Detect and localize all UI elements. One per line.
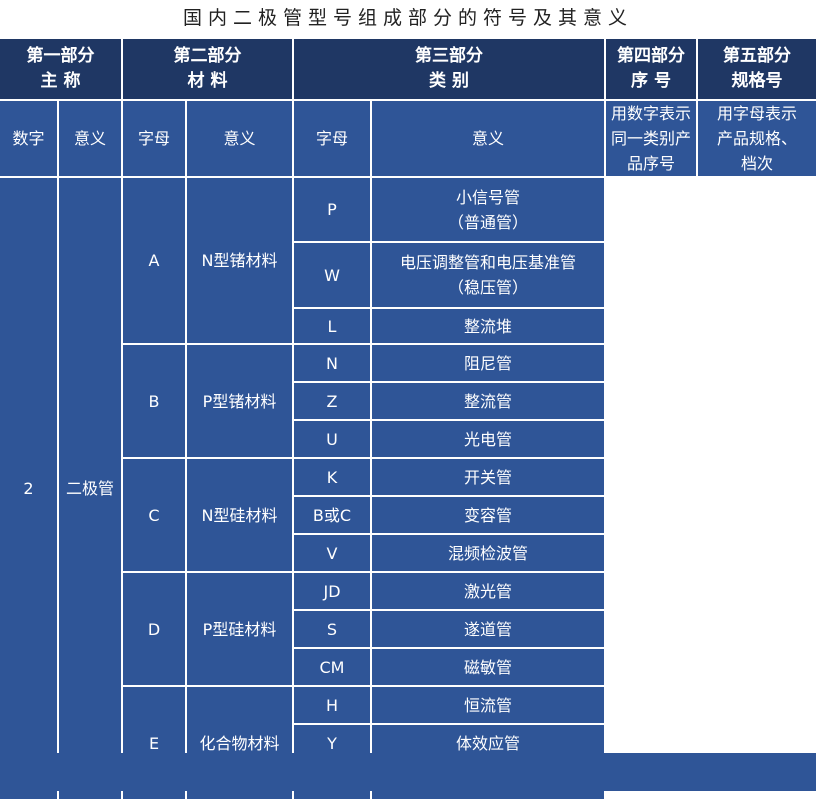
table-row: V 混频检波管 <box>0 533 816 573</box>
material-letter: C <box>121 457 187 573</box>
header-part3: 第三部分类 别 <box>292 37 606 101</box>
table-row: C N型硅材料 K 开关管 <box>0 457 816 573</box>
type-letter: JD <box>292 571 372 611</box>
material-letter: B <box>121 343 187 459</box>
part4-meaning: 用数字表示 同一类别产 品序号 <box>604 99 698 178</box>
type-meaning: 磁敏管 <box>370 647 606 687</box>
material-meaning: N型硅材料 <box>185 457 294 573</box>
type-meaning: 整流堆 <box>370 307 606 345</box>
part1-digit: 2 <box>0 176 59 801</box>
type-meaning: 遂道管 <box>370 609 606 649</box>
header-part1: 第一部分主 称 <box>0 37 123 101</box>
subheader-meaning: 意义 <box>185 99 294 178</box>
diode-model-table: 第一部分主 称 第二部分材 料 第三部分类 别 第四部分序 号 第五部分 规格号 … <box>0 37 816 801</box>
material-meaning: P型锗材料 <box>185 343 294 459</box>
subheader-letter: 字母 <box>121 99 187 178</box>
type-letter: CM <box>292 647 372 687</box>
type-letter: Z <box>292 381 372 421</box>
type-meaning: 混频检波管 <box>370 533 606 573</box>
subheader-letter: 字母 <box>292 99 372 178</box>
type-letter: H <box>292 685 372 725</box>
subheader-meaning: 意义 <box>370 99 606 178</box>
table-row: B或C 变容管 <box>0 495 816 535</box>
type-meaning: 变容管 <box>370 495 606 535</box>
table-row: CM 磁敏管 <box>0 647 816 687</box>
subheader-meaning: 意义 <box>57 99 123 178</box>
material-meaning: P型硅材料 <box>185 571 294 687</box>
table-row: 2 二极管 A N型锗材料 P 小信号管 （普通管） <box>0 176 816 801</box>
part1-meaning: 二极管 <box>57 176 123 801</box>
type-meaning: 恒流管 <box>370 685 606 725</box>
type-letter: P <box>292 176 372 243</box>
table-row: S 遂道管 <box>0 609 816 649</box>
type-meaning: 整流管 <box>370 381 606 421</box>
header-part2: 第二部分材 料 <box>121 37 294 101</box>
subheader-digit: 数字 <box>0 99 59 178</box>
header-part5: 第五部分 规格号 <box>696 37 816 101</box>
type-meaning: 电压调整管和电压基准管 （稳压管） <box>370 241 606 309</box>
type-meaning: 阻尼管 <box>370 343 606 383</box>
type-meaning: 光电管 <box>370 419 606 459</box>
type-letter: K <box>292 457 372 497</box>
type-letter: N <box>292 343 372 383</box>
table-row: L 整流堆 <box>0 307 816 345</box>
material-meaning: N型锗材料 <box>185 176 294 345</box>
table-row: Z 整流管 <box>0 381 816 421</box>
type-letter: U <box>292 419 372 459</box>
material-letter: A <box>121 176 187 345</box>
footer-band <box>0 753 816 791</box>
type-letter: V <box>292 533 372 573</box>
type-meaning: 开关管 <box>370 457 606 497</box>
type-meaning: 激光管 <box>370 571 606 611</box>
type-meaning: 小信号管 （普通管） <box>370 176 606 243</box>
type-letter: L <box>292 307 372 345</box>
type-letter: B或C <box>292 495 372 535</box>
table-title: 国内二极管型号组成部分的符号及其意义 <box>182 7 633 29</box>
material-letter: D <box>121 571 187 687</box>
part5-meaning: 用字母表示 产品规格、 档次 <box>696 99 816 178</box>
table-row: W 电压调整管和电压基准管 （稳压管） <box>0 241 816 309</box>
table-row: E 化合物材料 H 恒流管 <box>0 685 816 801</box>
table-row: U 光电管 <box>0 419 816 459</box>
type-letter: S <box>292 609 372 649</box>
header-part4: 第四部分序 号 <box>604 37 698 101</box>
table-row: D P型硅材料 JD 激光管 <box>0 571 816 687</box>
type-letter: W <box>292 241 372 309</box>
table-row: B P型锗材料 N 阻尼管 <box>0 343 816 459</box>
